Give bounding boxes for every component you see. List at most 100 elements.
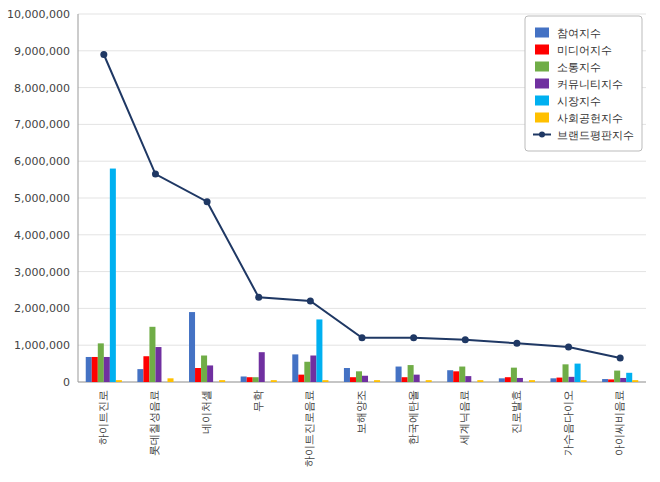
bar — [368, 382, 374, 383]
y-tick-label: 1,000,000 — [14, 339, 70, 352]
bar — [523, 382, 529, 383]
line — [104, 54, 620, 358]
bar — [207, 365, 213, 382]
bar — [241, 376, 247, 382]
legend-swatch — [535, 113, 549, 123]
line-marker — [462, 336, 469, 343]
bar — [602, 379, 608, 382]
bar — [581, 380, 587, 382]
line-series — [100, 51, 623, 362]
bar — [219, 380, 225, 382]
x-tick-label: 롯데칠성음료 — [148, 390, 161, 456]
y-tick-label: 5,000,000 — [14, 192, 70, 205]
bar — [511, 368, 517, 382]
line-marker — [204, 198, 211, 205]
bar — [608, 379, 614, 382]
y-tick-label: 10,000,000 — [7, 8, 70, 21]
line-marker — [255, 294, 262, 301]
y-tick-label: 2,000,000 — [14, 302, 70, 315]
grid-line — [78, 234, 646, 235]
y-tick-label: 7,000,000 — [14, 118, 70, 131]
bar — [550, 378, 556, 382]
bar — [350, 377, 356, 382]
line-marker — [359, 334, 366, 341]
bar — [465, 376, 471, 382]
x-tick-label: 하이트진로 — [97, 390, 110, 445]
bar — [459, 367, 465, 382]
bar — [143, 356, 149, 382]
bar — [292, 354, 298, 382]
y-tick-label: 0 — [63, 376, 70, 389]
legend-swatch — [535, 45, 549, 55]
grid — [78, 14, 646, 382]
line-marker — [617, 355, 624, 362]
legend-label: 시장지수 — [557, 95, 601, 108]
bar — [137, 369, 143, 382]
line-marker — [100, 51, 107, 58]
bar — [298, 375, 304, 382]
bar — [408, 365, 414, 382]
grid-line — [78, 308, 646, 309]
legend-swatch-marker — [539, 132, 545, 138]
bar — [420, 382, 426, 383]
bar — [189, 312, 195, 382]
x-tick-label: 무학 — [252, 390, 265, 412]
legend-label: 소통지수 — [557, 61, 601, 74]
legend-box — [525, 16, 642, 151]
x-tick-label: 하이트진로음료 — [303, 390, 316, 467]
legend: 참여지수미디어지수소통지수커뮤니티지수시장지수사회공헌지수브랜드평판지수 — [525, 16, 642, 151]
bar — [632, 380, 638, 382]
bar-series — [92, 356, 614, 382]
bar — [614, 371, 620, 382]
grid-line — [78, 14, 646, 15]
line-marker — [565, 344, 572, 351]
bar — [402, 377, 408, 382]
bar — [322, 380, 328, 382]
y-tick-label: 8,000,000 — [14, 82, 70, 95]
axes: 01,000,0002,000,0003,000,0004,000,0005,0… — [7, 8, 646, 467]
legend-label: 미디어지수 — [557, 44, 612, 57]
x-tick-label: 네이처셀 — [200, 390, 213, 434]
legend-swatch — [535, 28, 549, 38]
bar — [310, 356, 316, 382]
bar — [626, 373, 632, 382]
bar — [265, 382, 271, 383]
legend-swatch — [535, 96, 549, 106]
bar-series — [116, 378, 638, 382]
x-tick-label: 아이씨비음료 — [613, 390, 626, 456]
bar — [471, 382, 477, 383]
chart: 01,000,0002,000,0003,000,0004,000,0005,0… — [0, 0, 660, 482]
bar — [155, 347, 161, 382]
bar — [104, 357, 110, 382]
x-tick-label: 세계닉음료 — [458, 390, 471, 445]
bar — [414, 375, 420, 382]
bar — [168, 378, 174, 382]
grid-line — [78, 198, 646, 199]
bar — [98, 343, 104, 382]
bar — [304, 362, 310, 382]
x-tick-label: 진로발효 — [510, 390, 523, 434]
bar — [556, 378, 562, 382]
bar — [529, 380, 535, 382]
bar — [569, 377, 575, 382]
bar — [505, 377, 511, 382]
legend-swatch — [535, 62, 549, 72]
bar — [575, 364, 581, 382]
bar — [213, 382, 219, 383]
bar — [316, 319, 322, 382]
x-tick-label: 가수음다이오 — [562, 390, 575, 456]
bar — [362, 376, 368, 382]
bar — [92, 357, 98, 382]
bar — [447, 370, 453, 382]
line-marker — [307, 298, 314, 305]
legend-label: 참여지수 — [557, 27, 601, 40]
y-axis-line — [78, 14, 79, 382]
bar — [195, 368, 201, 382]
x-tick-label: 한국에탄올 — [407, 390, 420, 445]
bar — [517, 378, 523, 382]
bar — [344, 368, 350, 382]
bar-series — [104, 347, 626, 382]
grid-line — [78, 271, 646, 272]
line-marker — [513, 340, 520, 347]
legend-swatch — [535, 79, 549, 89]
